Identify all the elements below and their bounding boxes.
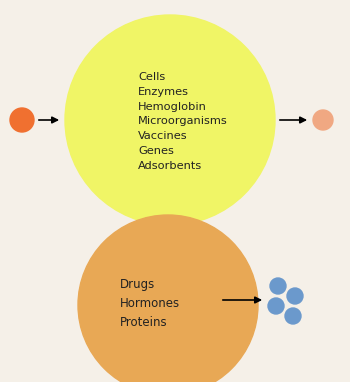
Circle shape xyxy=(313,110,333,130)
Circle shape xyxy=(287,288,303,304)
Circle shape xyxy=(268,298,284,314)
Text: Cells
Enzymes
Hemoglobin
Microorganisms
Vaccines
Genes
Adsorbents: Cells Enzymes Hemoglobin Microorganisms … xyxy=(138,72,228,171)
Circle shape xyxy=(285,308,301,324)
Text: Drugs
Hormones
Proteins: Drugs Hormones Proteins xyxy=(120,278,180,329)
Circle shape xyxy=(78,215,258,382)
Circle shape xyxy=(270,278,286,294)
Circle shape xyxy=(65,15,275,225)
Circle shape xyxy=(10,108,34,132)
